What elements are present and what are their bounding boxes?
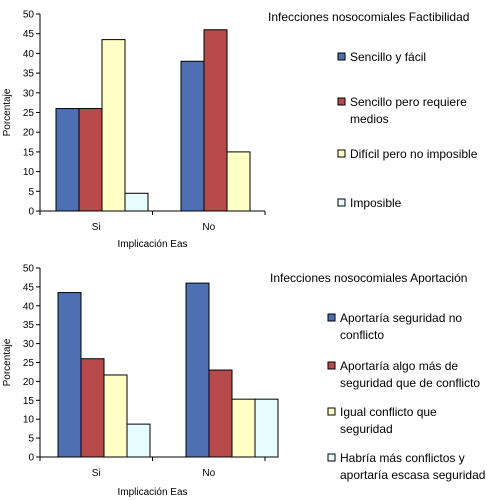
legend-label: Difícil pero no imposible — [350, 147, 478, 161]
y-tick-label: 25 — [23, 358, 35, 369]
y-tick-label: 40 — [23, 301, 35, 312]
bar — [185, 282, 210, 458]
x-tick-label: Si — [92, 468, 101, 479]
y-tick-label: 0 — [28, 453, 34, 464]
bar — [103, 374, 128, 458]
y-tick-label: 50 — [23, 10, 35, 21]
legend-label: conflicto — [340, 328, 384, 342]
legend-swatch — [337, 97, 346, 106]
y-tick-label: 5 — [28, 434, 34, 445]
y-tick-label: 35 — [23, 320, 35, 331]
bar — [126, 423, 151, 458]
x-axis-title: Implicación Eas — [117, 239, 187, 250]
y-tick-label: 10 — [23, 167, 35, 178]
y-tick-label: 25 — [23, 108, 35, 119]
bar — [226, 151, 251, 212]
legend-label: Aportaría algo más de — [340, 359, 458, 373]
y-tick-label: 20 — [23, 377, 35, 388]
y-tick-label: 20 — [23, 128, 35, 139]
legend-label: medios — [350, 112, 389, 126]
legend-label: Sencillo pero requiere — [350, 95, 467, 109]
y-tick-label: 30 — [23, 88, 35, 99]
y-tick-label: 35 — [23, 69, 35, 80]
bar — [78, 108, 103, 212]
legend-label: seguridad — [340, 422, 393, 436]
chart-title: Infecciones nosocomiales Factibilidad — [268, 10, 469, 24]
y-tick-label: 0 — [28, 207, 34, 218]
bar — [101, 39, 126, 212]
legend-label: Imposible — [350, 196, 402, 210]
x-axis-title: Implicación Eas — [117, 487, 187, 498]
y-tick-label: 45 — [23, 29, 35, 40]
legend-swatch — [337, 149, 346, 158]
y-tick-label: 10 — [23, 415, 35, 426]
y-tick-label: 15 — [23, 396, 35, 407]
legend-label: Sencillo y fácil — [350, 50, 426, 64]
legend-label: Igual conflicto que — [340, 405, 437, 419]
legend-label: Aportaría seguridad no — [340, 311, 462, 325]
bar — [208, 369, 233, 458]
bar — [57, 292, 82, 458]
bar — [80, 358, 105, 458]
bar — [254, 398, 279, 458]
legend-swatch — [337, 52, 346, 61]
legend-swatch — [327, 313, 336, 322]
legend-swatch — [327, 361, 336, 370]
bar — [203, 29, 228, 212]
bar — [180, 60, 205, 212]
y-axis-title: Porcentaje — [2, 88, 13, 136]
y-tick-label: 30 — [23, 339, 35, 350]
legend-swatch — [327, 407, 336, 416]
legend-swatch — [327, 453, 336, 462]
legend-label: seguridad que de conflicto — [340, 376, 480, 390]
y-tick-label: 15 — [23, 147, 35, 158]
bar — [124, 192, 149, 212]
legend-label: aportaría escasa seguridad — [340, 468, 485, 482]
y-tick-label: 40 — [23, 49, 35, 60]
y-tick-label: 50 — [23, 264, 35, 275]
x-tick-label: No — [202, 222, 215, 233]
y-axis-title: Porcentaje — [2, 338, 13, 386]
chart-title: Infecciones nosocomiales Aportación — [270, 271, 467, 285]
y-tick-label: 45 — [23, 282, 35, 293]
x-tick-label: Si — [92, 222, 101, 233]
bar — [231, 398, 256, 458]
legend-label: Habría más conflictos y — [340, 451, 465, 465]
y-tick-label: 5 — [28, 187, 34, 198]
legend-swatch — [337, 198, 346, 207]
x-tick-label: No — [202, 468, 215, 479]
bar — [55, 108, 80, 212]
